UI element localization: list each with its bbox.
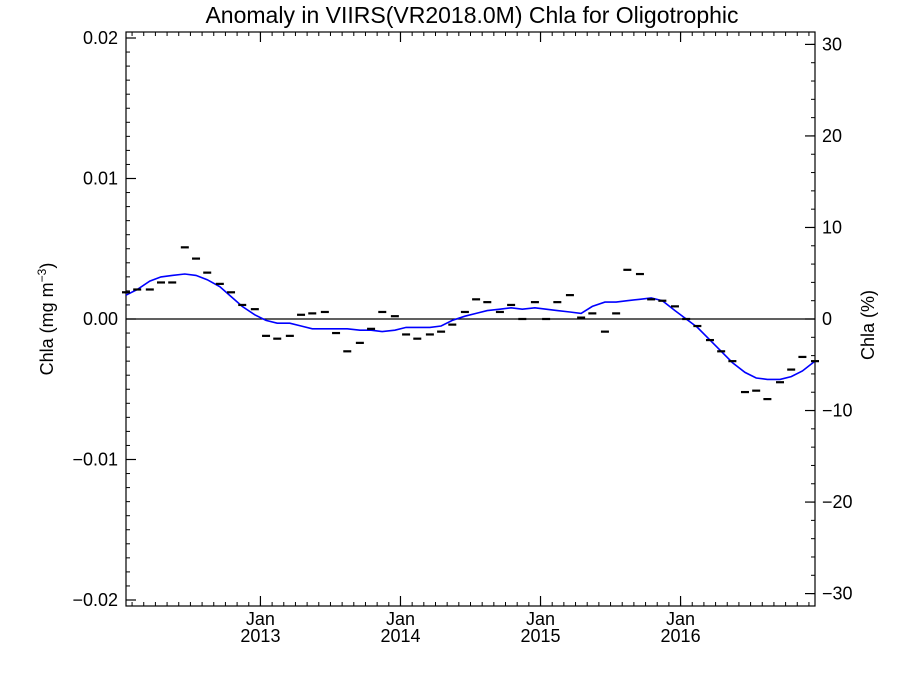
x-tick-label-month: Jan <box>246 609 275 629</box>
y-right-tick-label: −30 <box>822 584 853 604</box>
y-left-tick-label: −0.02 <box>72 590 118 610</box>
x-tick-label-month: Jan <box>386 609 415 629</box>
y-axis-left: 0.02 0.01 0.00 −0.01 −0.02 <box>72 28 136 610</box>
x-tick-label-month: Jan <box>666 609 695 629</box>
y-axis-label-right: Chla (%) <box>858 290 878 360</box>
y-right-tick-label: −10 <box>822 401 853 421</box>
chart-title: Anomaly in VIIRS(VR2018.0M) Chla for Oli… <box>205 2 738 28</box>
y-right-tick-label: 10 <box>822 217 842 237</box>
y-left-tick-label: 0.02 <box>83 28 118 48</box>
x-tick-label-year: 2014 <box>380 626 420 646</box>
smoothed-anomaly-line <box>125 273 816 381</box>
y-left-tick-label: 0.01 <box>83 169 118 189</box>
y-right-tick-label: 30 <box>822 34 842 54</box>
x-tick-label-year: 2013 <box>240 626 280 646</box>
y-right-tick-label: 0 <box>822 309 832 329</box>
series-smoothed-line <box>125 273 816 381</box>
y-left-tick-label: 0.00 <box>83 309 118 329</box>
y-right-tick-label: −20 <box>822 492 853 512</box>
x-tick-label-year: 2015 <box>520 626 560 646</box>
x-tick-label-year: 2016 <box>661 626 701 646</box>
y-right-tick-label: 20 <box>822 126 842 146</box>
series-monthly-markers <box>122 246 819 401</box>
y-axis-label-left: Chla (mg m−3) <box>35 263 57 376</box>
y-axis-right: 30 20 10 0 −10 −20 −30 <box>805 34 853 604</box>
x-tick-label-month: Jan <box>526 609 555 629</box>
y-left-tick-label: −0.01 <box>72 450 118 470</box>
